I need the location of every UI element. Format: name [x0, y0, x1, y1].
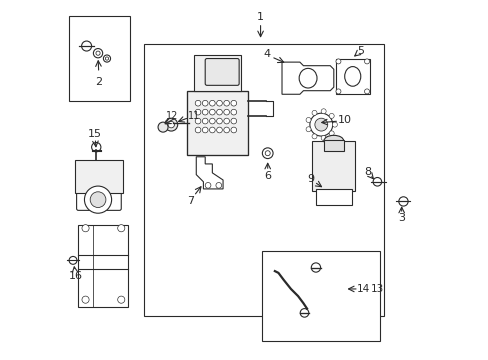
Circle shape	[230, 100, 236, 106]
Circle shape	[328, 131, 333, 136]
Circle shape	[216, 183, 221, 188]
Circle shape	[305, 127, 310, 132]
FancyBboxPatch shape	[315, 189, 351, 205]
Circle shape	[335, 89, 340, 94]
Circle shape	[372, 177, 381, 186]
Circle shape	[209, 100, 215, 106]
Circle shape	[209, 118, 215, 124]
Text: 4: 4	[263, 49, 270, 59]
Text: 14: 14	[356, 284, 369, 294]
Circle shape	[195, 118, 201, 124]
FancyBboxPatch shape	[194, 55, 241, 91]
Circle shape	[118, 225, 124, 232]
Text: 3: 3	[397, 213, 405, 223]
Circle shape	[209, 127, 215, 133]
Circle shape	[69, 256, 77, 264]
Text: 1: 1	[257, 13, 264, 22]
Circle shape	[224, 127, 229, 133]
Circle shape	[230, 127, 236, 133]
Circle shape	[195, 127, 201, 133]
Circle shape	[224, 109, 229, 115]
Circle shape	[364, 59, 369, 64]
Circle shape	[332, 122, 337, 127]
FancyBboxPatch shape	[335, 59, 369, 94]
Circle shape	[202, 118, 207, 124]
Circle shape	[82, 296, 89, 303]
Circle shape	[205, 183, 210, 188]
Circle shape	[224, 118, 229, 124]
Circle shape	[311, 134, 316, 139]
FancyBboxPatch shape	[262, 251, 380, 341]
Circle shape	[168, 121, 174, 128]
Circle shape	[398, 197, 407, 206]
Circle shape	[321, 135, 325, 140]
Circle shape	[300, 309, 308, 317]
FancyBboxPatch shape	[78, 225, 128, 307]
Circle shape	[305, 117, 310, 122]
Text: 7: 7	[187, 196, 194, 206]
Circle shape	[216, 100, 222, 106]
Circle shape	[158, 122, 168, 132]
FancyBboxPatch shape	[144, 44, 383, 316]
Circle shape	[216, 118, 222, 124]
Circle shape	[103, 55, 110, 62]
Circle shape	[262, 148, 272, 158]
Text: 9: 9	[306, 174, 313, 184]
Text: 15: 15	[88, 129, 102, 139]
FancyBboxPatch shape	[77, 173, 121, 210]
Circle shape	[164, 118, 177, 131]
Ellipse shape	[324, 135, 343, 146]
Circle shape	[224, 100, 229, 106]
Circle shape	[264, 151, 270, 156]
Text: 8: 8	[364, 167, 370, 177]
Text: 2: 2	[95, 77, 102, 87]
Circle shape	[195, 100, 201, 106]
Circle shape	[335, 59, 340, 64]
Text: 11: 11	[188, 111, 200, 121]
Circle shape	[314, 118, 327, 131]
FancyBboxPatch shape	[312, 141, 354, 191]
Circle shape	[84, 186, 111, 213]
Text: 16: 16	[68, 271, 82, 282]
Circle shape	[209, 109, 215, 115]
Circle shape	[105, 57, 108, 60]
FancyBboxPatch shape	[75, 160, 123, 193]
FancyBboxPatch shape	[324, 140, 343, 152]
Circle shape	[230, 109, 236, 115]
Circle shape	[202, 109, 207, 115]
FancyBboxPatch shape	[205, 59, 239, 85]
Circle shape	[311, 111, 316, 115]
Circle shape	[93, 49, 102, 58]
Text: 6: 6	[264, 171, 271, 181]
Circle shape	[230, 118, 236, 124]
Circle shape	[81, 41, 91, 51]
Polygon shape	[196, 157, 223, 189]
Circle shape	[82, 225, 89, 232]
Circle shape	[311, 263, 320, 272]
Text: 12: 12	[166, 111, 178, 121]
Circle shape	[96, 51, 100, 55]
Circle shape	[309, 113, 332, 136]
Circle shape	[195, 109, 201, 115]
Text: 10: 10	[337, 115, 351, 125]
FancyBboxPatch shape	[69, 16, 130, 102]
Circle shape	[216, 127, 222, 133]
Circle shape	[91, 143, 101, 152]
FancyBboxPatch shape	[187, 91, 247, 155]
Text: 5: 5	[356, 46, 364, 56]
Ellipse shape	[299, 68, 316, 88]
Circle shape	[321, 109, 325, 114]
Circle shape	[216, 109, 222, 115]
Circle shape	[364, 89, 369, 94]
Circle shape	[202, 100, 207, 106]
Circle shape	[90, 192, 106, 207]
Circle shape	[328, 113, 333, 118]
Polygon shape	[282, 62, 333, 94]
Circle shape	[202, 127, 207, 133]
Circle shape	[118, 296, 124, 303]
Ellipse shape	[344, 67, 360, 86]
Text: 13: 13	[370, 284, 383, 294]
